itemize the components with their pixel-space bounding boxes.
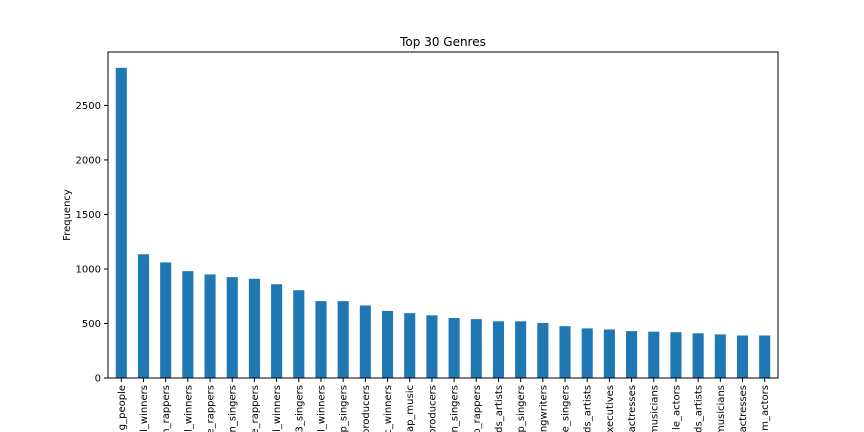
bar [648, 331, 660, 378]
x-tick-label: producers [427, 385, 438, 432]
y-tick-label: 1000 [76, 264, 101, 275]
bar [537, 322, 549, 378]
x-tick-label: ds_artists [583, 385, 594, 432]
x-tick-label: c_winners [383, 385, 394, 432]
x-axis: g_people l_winners n_rappers l_winners e_rap… [117, 378, 771, 432]
bar [515, 321, 527, 378]
bar [182, 271, 194, 378]
x-tick-label: musicians [649, 385, 660, 432]
bar [426, 315, 438, 378]
x-tick-label: m_actors [760, 385, 771, 431]
plot-frame [107, 51, 779, 379]
y-axis: 0 500 1000 1500 2000 2500 [76, 101, 108, 385]
bar [559, 326, 571, 378]
bar [448, 318, 460, 378]
bar [603, 329, 615, 378]
bar [692, 333, 704, 378]
bar [137, 254, 150, 378]
bar [404, 313, 416, 378]
x-tick-label: n_singers [228, 385, 239, 432]
x-tick-label: actresses [738, 385, 749, 432]
y-tick-label: 500 [82, 319, 101, 330]
x-tick-label: musicians [716, 385, 727, 432]
x-tick-label: p_singers [516, 385, 527, 432]
bar [492, 321, 505, 378]
x-tick-label: n_rappers [161, 385, 172, 432]
x-tick-label: actresses [627, 385, 638, 432]
bar [226, 277, 238, 378]
bar [670, 332, 682, 378]
x-tick-label: e_singers [561, 385, 572, 432]
x-tick-label: l_winners [272, 385, 283, 432]
x-tick-label: l_winners [316, 385, 327, 432]
bar [115, 67, 127, 378]
bar [271, 284, 283, 378]
bar [359, 305, 371, 378]
y-tick-label: 0 [95, 374, 101, 385]
bar [759, 335, 771, 378]
bar [293, 290, 305, 378]
x-tick-label: n_singers [450, 385, 461, 432]
bar [381, 310, 394, 378]
y-tick-label: 2500 [76, 101, 101, 112]
bar [470, 319, 482, 378]
bar [315, 301, 327, 378]
y-axis-label: Frequency [62, 189, 73, 241]
bar [714, 334, 726, 378]
bar [337, 301, 349, 378]
bar [248, 278, 260, 378]
bar [736, 335, 749, 378]
x-tick-label: executives [605, 385, 616, 432]
x-tick-label: e_rappers [250, 385, 261, 432]
bars-group [115, 67, 771, 378]
x-tick-label: producers [361, 385, 372, 432]
x-tick-label: ngwriters [538, 385, 549, 432]
x-tick-label: le_actors [671, 385, 682, 430]
x-tick-label: ds_artists [694, 385, 705, 432]
x-tick-label: l_winners [139, 385, 150, 432]
bar [204, 274, 216, 378]
x-tick-label: 3_singers [294, 385, 305, 432]
bar [581, 328, 593, 378]
x-tick-label: l_winners [183, 385, 194, 432]
x-tick-label: p_rappers [472, 385, 483, 432]
x-tick-label: e_rappers [206, 385, 217, 432]
chart-title: Top 30 Genres [399, 35, 486, 49]
x-tick-label: ds_artists [494, 385, 505, 432]
bar [160, 262, 172, 378]
x-tick-label: g_people [117, 385, 128, 430]
x-tick-label: ap_music [405, 385, 416, 432]
y-tick-label: 1500 [76, 210, 101, 221]
y-tick-label: 2000 [76, 155, 101, 166]
bar [626, 331, 638, 378]
x-tick-label: p_singers [339, 385, 350, 432]
